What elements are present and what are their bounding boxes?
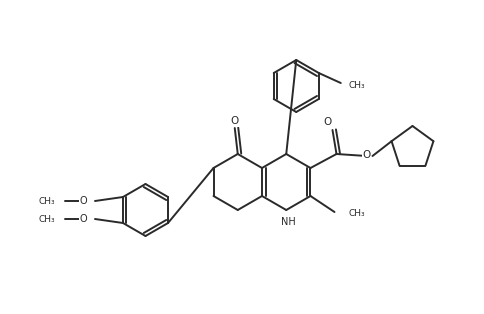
Text: NH: NH xyxy=(281,217,296,227)
Text: O: O xyxy=(79,196,87,206)
Text: O: O xyxy=(231,116,239,126)
Text: CH₃: CH₃ xyxy=(349,80,365,89)
Text: O: O xyxy=(323,117,332,127)
Text: CH₃: CH₃ xyxy=(38,214,55,224)
Text: CH₃: CH₃ xyxy=(348,209,365,219)
Text: O: O xyxy=(363,150,371,160)
Text: O: O xyxy=(79,214,87,224)
Text: CH₃: CH₃ xyxy=(38,197,55,205)
